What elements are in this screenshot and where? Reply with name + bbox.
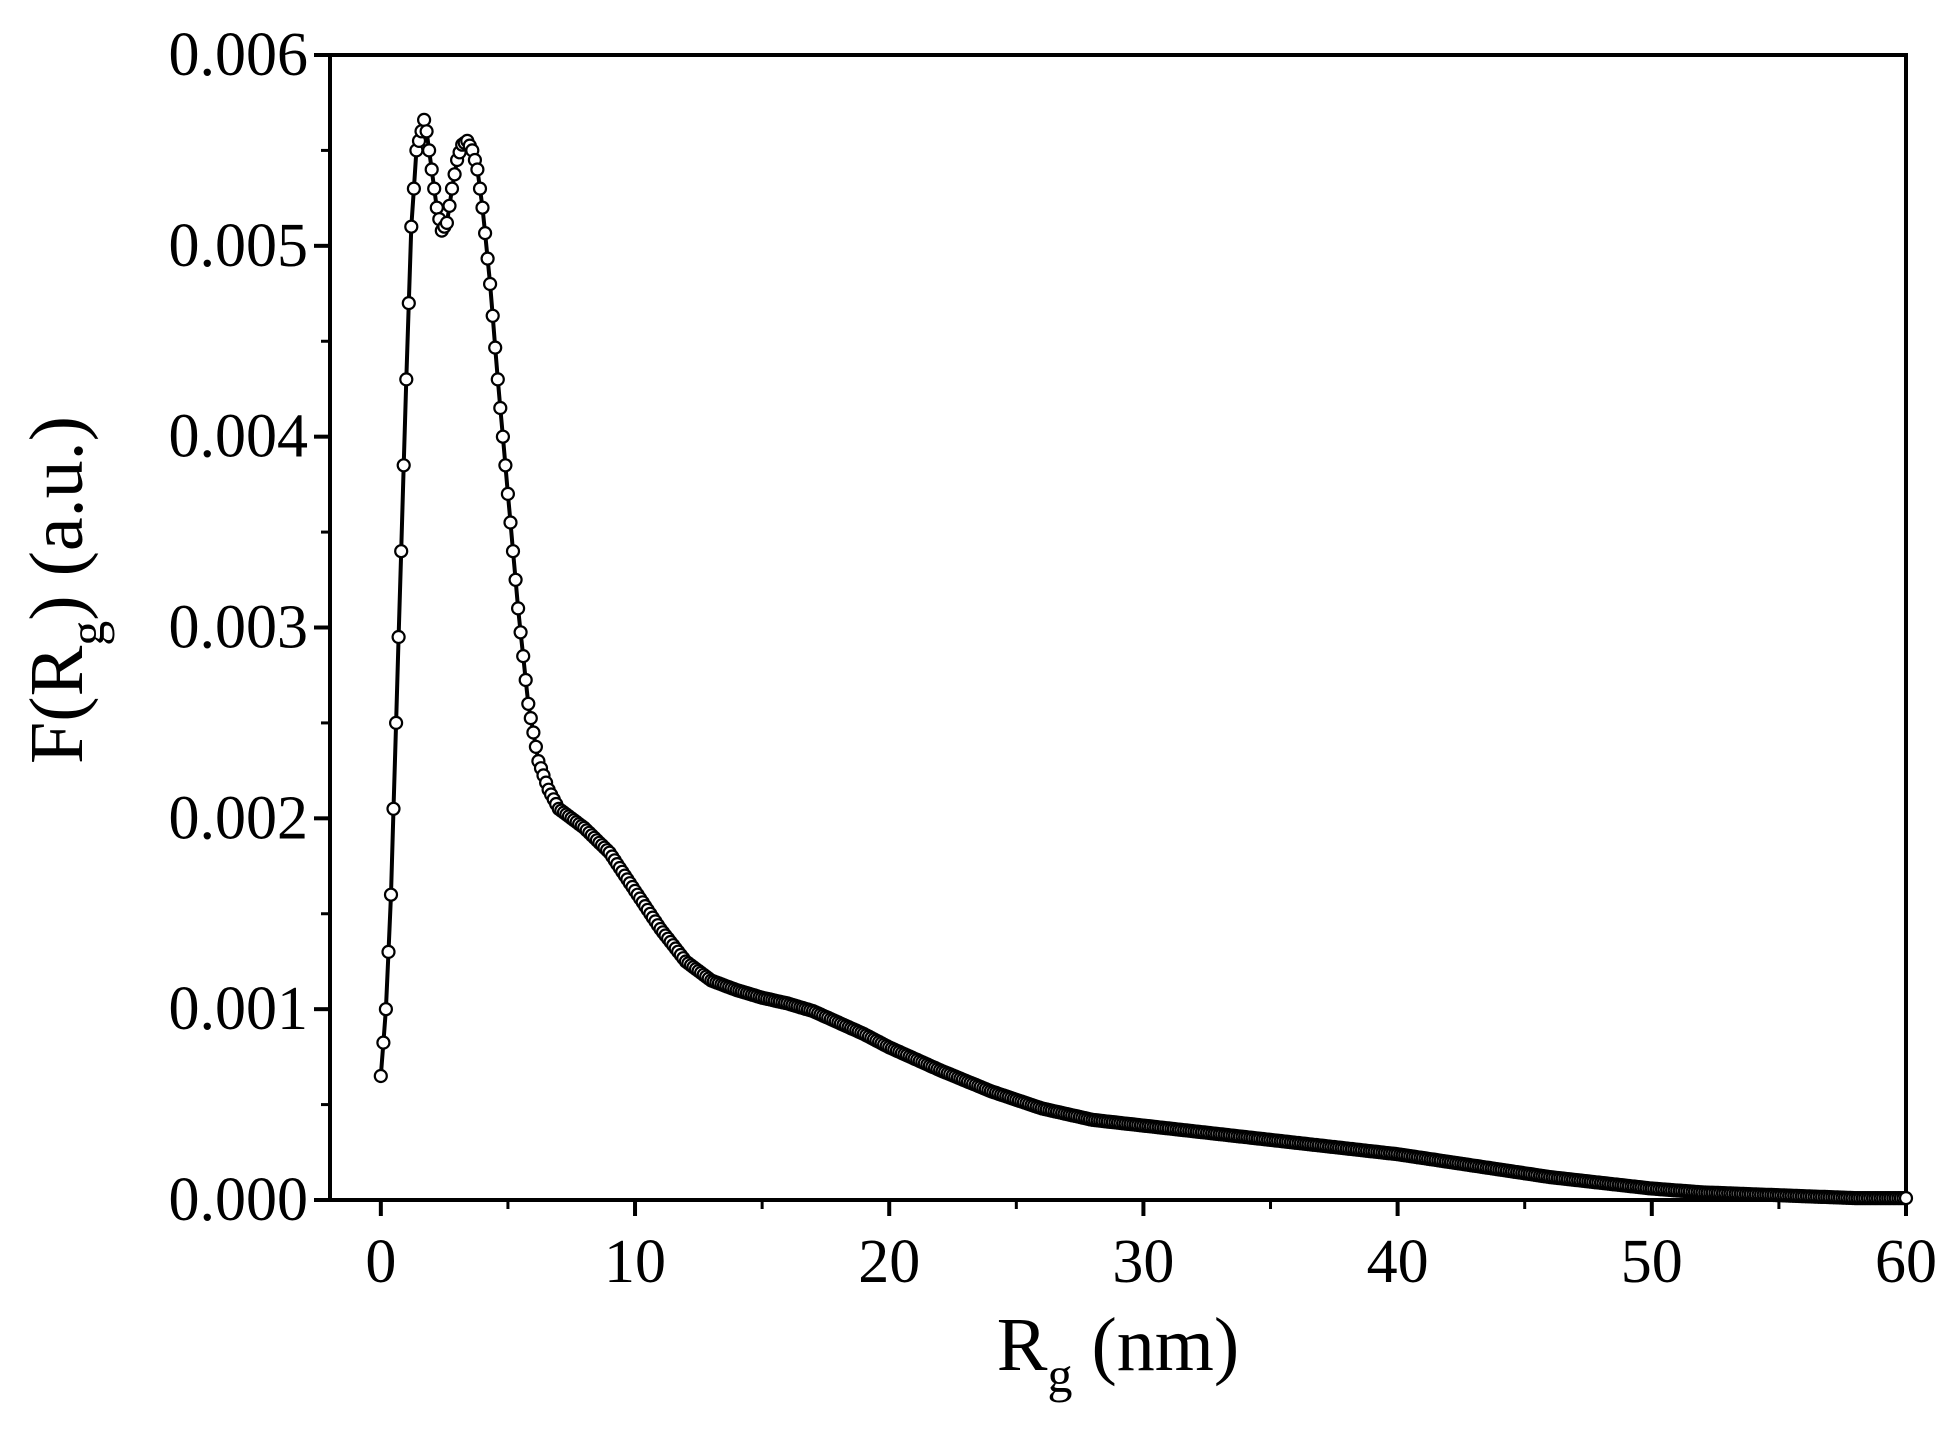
data-point bbox=[442, 198, 457, 213]
plot-frame bbox=[328, 53, 1908, 1202]
y-axis-title: F(Rg) (a.u.) bbox=[15, 416, 115, 764]
y-axis-title-rest: ) (a.u.) bbox=[15, 416, 99, 621]
data-point bbox=[528, 739, 544, 754]
x-tick-label: 50 bbox=[1621, 1228, 1683, 1296]
data-point bbox=[378, 1002, 393, 1017]
data-point bbox=[427, 181, 442, 196]
data-point bbox=[485, 308, 500, 323]
data-point bbox=[508, 572, 523, 587]
data-point bbox=[470, 162, 485, 177]
y-axis-title-main: F(R bbox=[15, 645, 99, 764]
data-point bbox=[391, 629, 406, 645]
y-axis: 0.000 0.001 0.002 0.003 0.004 0.005 0.006 bbox=[169, 21, 330, 1234]
data-point bbox=[444, 181, 460, 196]
data-point bbox=[488, 340, 503, 355]
data-point bbox=[406, 181, 421, 196]
data-point bbox=[399, 372, 414, 387]
x-axis: 0 10 20 30 40 50 60 bbox=[365, 1200, 1935, 1296]
data-point bbox=[389, 715, 404, 731]
series-markers bbox=[373, 112, 1914, 1206]
y-tick-label: 0.002 bbox=[169, 784, 309, 852]
y-axis-title-sub: g bbox=[59, 621, 115, 646]
data-point bbox=[381, 944, 396, 960]
x-tick-label: 40 bbox=[1367, 1228, 1429, 1296]
y-tick-label: 0.001 bbox=[169, 975, 309, 1043]
x-axis-title: Rg (nm) bbox=[997, 1303, 1239, 1403]
data-point bbox=[480, 251, 495, 266]
data-point bbox=[429, 200, 444, 215]
data-point bbox=[526, 725, 541, 740]
data-point bbox=[521, 696, 536, 711]
data-point bbox=[383, 887, 399, 902]
data-point bbox=[396, 458, 411, 473]
data-point bbox=[478, 226, 493, 241]
data-point bbox=[447, 167, 462, 182]
data-point bbox=[475, 200, 490, 215]
data-point bbox=[401, 296, 416, 311]
data-point bbox=[483, 276, 498, 292]
data-point bbox=[424, 162, 439, 177]
data-point bbox=[439, 215, 454, 230]
y-tick-label: 0.003 bbox=[169, 594, 309, 662]
data-point bbox=[490, 372, 505, 387]
data-point bbox=[503, 515, 518, 530]
data-point bbox=[518, 672, 533, 688]
data-point bbox=[376, 1035, 391, 1050]
data-point bbox=[493, 400, 508, 416]
data-point bbox=[505, 544, 521, 559]
x-axis-title-sub: g bbox=[1047, 1347, 1072, 1403]
data-point bbox=[498, 458, 513, 473]
x-tick-label: 30 bbox=[1112, 1228, 1174, 1296]
data-point bbox=[516, 648, 531, 664]
data-point bbox=[495, 429, 510, 444]
y-tick-label: 0.000 bbox=[169, 1166, 309, 1234]
data-point bbox=[1898, 1190, 1914, 1206]
series-line bbox=[378, 119, 1906, 1201]
data-point bbox=[422, 143, 437, 158]
data-point bbox=[419, 124, 434, 139]
data-point bbox=[386, 801, 401, 816]
data-point bbox=[373, 1068, 388, 1084]
x-tick-label: 20 bbox=[858, 1228, 920, 1296]
data-point bbox=[417, 112, 432, 128]
x-tick-label: 60 bbox=[1875, 1228, 1935, 1296]
data-point bbox=[472, 181, 488, 196]
data-point bbox=[513, 625, 528, 640]
data-point bbox=[404, 219, 419, 234]
data-point bbox=[394, 544, 409, 559]
x-axis-title-rest: (nm) bbox=[1072, 1303, 1239, 1387]
y-tick-label: 0.005 bbox=[169, 212, 309, 280]
data-point bbox=[510, 601, 526, 616]
x-axis-title-main: R bbox=[997, 1303, 1048, 1387]
y-tick-label: 0.006 bbox=[169, 21, 309, 89]
x-tick-label: 0 bbox=[365, 1228, 396, 1296]
data-point bbox=[500, 486, 515, 501]
data-point bbox=[523, 710, 538, 726]
y-tick-label: 0.004 bbox=[169, 403, 309, 471]
x-tick-label: 10 bbox=[604, 1228, 666, 1296]
